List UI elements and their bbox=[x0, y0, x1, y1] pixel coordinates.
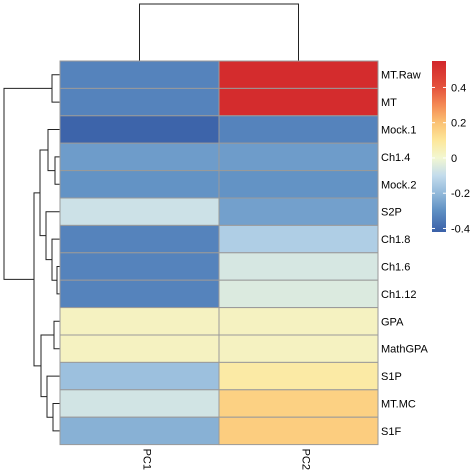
heatmap-cell bbox=[218, 60, 379, 89]
heatmap-cell bbox=[218, 307, 379, 336]
row-label: S1F bbox=[381, 426, 401, 438]
row-label: GPA bbox=[381, 316, 404, 328]
legend-color-bar bbox=[432, 61, 446, 232]
heatmap-cell bbox=[59, 224, 220, 254]
heatmap-cell bbox=[59, 279, 220, 309]
heatmap-cell bbox=[218, 224, 379, 254]
row-label: Mock.2 bbox=[381, 179, 416, 191]
row-label: Mock.1 bbox=[381, 125, 416, 137]
heatmap-cell bbox=[59, 115, 220, 144]
heatmap-cell bbox=[59, 60, 220, 89]
heatmap-cell bbox=[59, 87, 220, 117]
legend-tick-label: 0 bbox=[451, 153, 457, 165]
dendrogram-branch bbox=[52, 403, 60, 432]
column-label: PC2 bbox=[300, 449, 312, 470]
dendrogram-branch bbox=[45, 211, 60, 261]
heatmap-cell bbox=[218, 334, 379, 363]
heatmap-cell bbox=[218, 389, 379, 418]
row-label: Ch1.8 bbox=[381, 234, 410, 246]
legend-tick-label: 0.2 bbox=[451, 118, 466, 130]
row-label: S2P bbox=[381, 207, 402, 219]
column-label: PC1 bbox=[141, 449, 153, 470]
heatmap-cell bbox=[218, 197, 379, 226]
heatmap-cell bbox=[218, 87, 379, 117]
dendrogram-branch bbox=[51, 74, 60, 103]
row-dendrogram bbox=[3, 74, 60, 432]
legend-tick-label: -0.4 bbox=[451, 223, 470, 235]
heatmap-cell bbox=[59, 170, 220, 199]
dendrogram-branch bbox=[53, 320, 60, 350]
legend-tick-label: 0.4 bbox=[451, 82, 466, 94]
heatmap-cell bbox=[218, 416, 379, 446]
heatmap-cell bbox=[59, 389, 220, 418]
row-label: S1P bbox=[381, 371, 402, 383]
legend-tick-label: -0.2 bbox=[451, 188, 470, 200]
dendrogram-branch bbox=[47, 129, 60, 172]
heatmap-cells bbox=[59, 60, 379, 446]
heatmap-cell bbox=[218, 115, 379, 144]
color-legend: 0.4 0.2 0 -0.2 -0.4 bbox=[432, 61, 470, 235]
column-labels: PC1 PC2 bbox=[141, 449, 312, 470]
dendrogram-branch bbox=[54, 156, 60, 185]
dendrogram-branch bbox=[139, 3, 299, 61]
heatmap-cell bbox=[218, 361, 379, 391]
heatmap-cell bbox=[218, 279, 379, 309]
heatmap-cell bbox=[59, 334, 220, 363]
heatmap-cell bbox=[59, 142, 220, 172]
row-label: MT.MC bbox=[381, 399, 416, 411]
heatmap-cell bbox=[59, 307, 220, 336]
dendrogram-branch bbox=[39, 149, 48, 237]
heatmap-cell bbox=[218, 170, 379, 199]
row-label: Ch1.6 bbox=[381, 262, 410, 274]
row-label: Ch1.12 bbox=[381, 289, 416, 301]
heatmap-cell bbox=[59, 197, 220, 226]
heatmap-cell bbox=[218, 142, 379, 172]
row-labels: MT.Raw MT Mock.1 Ch1.4 Mock.2 S2P Ch1.8 Ch1.6 Ch… bbox=[381, 70, 429, 438]
column-dendrogram bbox=[139, 3, 299, 61]
heatmap-cell bbox=[59, 361, 220, 391]
heatmap-cell bbox=[218, 252, 379, 281]
row-label: MT bbox=[381, 97, 397, 109]
row-label: Ch1.4 bbox=[381, 152, 410, 164]
heatmap-cell bbox=[59, 252, 220, 281]
heatmap-cell bbox=[59, 416, 220, 446]
row-label: MT.Raw bbox=[381, 70, 421, 82]
dendrogram-branch bbox=[3, 87, 52, 280]
dendrogram-branch bbox=[51, 238, 60, 281]
row-label: MathGPA bbox=[381, 344, 429, 356]
